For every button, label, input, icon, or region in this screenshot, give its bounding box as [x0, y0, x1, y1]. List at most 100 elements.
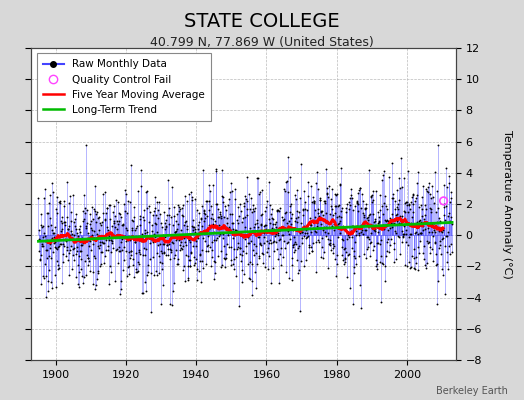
Point: [305, 224, 314, 231]
Point: [218, 262, 226, 268]
Point: [427, 209, 435, 216]
Point: [331, 210, 340, 216]
Point: [342, 205, 351, 211]
Point: [379, 172, 387, 178]
Point: [355, 184, 364, 191]
Point: [318, 244, 326, 251]
Point: [290, 238, 299, 245]
Point: [157, 220, 165, 226]
Point: [294, 243, 303, 249]
Point: [49, 230, 58, 236]
Point: [363, 215, 372, 221]
Point: [411, 229, 420, 236]
Point: [209, 182, 217, 188]
Point: [137, 238, 146, 244]
Point: [168, 302, 176, 308]
Point: [289, 227, 297, 233]
Point: [186, 239, 194, 245]
Point: [136, 213, 144, 220]
Point: [301, 230, 309, 236]
Point: [197, 216, 205, 222]
Point: [265, 216, 274, 222]
Point: [267, 240, 275, 246]
Point: [95, 245, 103, 252]
Point: [36, 280, 45, 287]
Point: [185, 263, 194, 269]
Point: [61, 236, 70, 242]
Point: [234, 220, 242, 226]
Point: [369, 188, 377, 195]
Point: [242, 243, 250, 249]
Point: [93, 270, 102, 277]
Point: [328, 206, 336, 212]
Point: [411, 266, 419, 272]
Point: [35, 248, 43, 255]
Point: [107, 230, 116, 236]
Point: [250, 208, 258, 215]
Point: [368, 225, 376, 232]
Point: [84, 237, 93, 243]
Point: [142, 288, 150, 294]
Point: [104, 227, 113, 233]
Point: [113, 218, 121, 224]
Point: [109, 245, 117, 252]
Point: [430, 169, 439, 175]
Point: [99, 219, 107, 226]
Point: [308, 248, 316, 254]
Point: [439, 235, 447, 241]
Point: [243, 212, 252, 219]
Point: [365, 240, 374, 246]
Point: [155, 199, 163, 205]
Point: [91, 254, 99, 261]
Point: [263, 238, 271, 244]
Point: [186, 262, 194, 269]
Point: [190, 226, 199, 232]
Point: [342, 209, 350, 215]
Point: [359, 198, 367, 204]
Point: [58, 225, 67, 232]
Point: [409, 209, 418, 215]
Point: [129, 234, 138, 240]
Point: [118, 246, 126, 253]
Point: [264, 266, 272, 272]
Point: [422, 264, 430, 271]
Point: [120, 244, 128, 250]
Point: [119, 234, 128, 240]
Point: [429, 193, 437, 200]
Point: [172, 246, 181, 253]
Point: [152, 272, 161, 278]
Point: [412, 218, 421, 225]
Point: [188, 197, 196, 204]
Point: [210, 236, 218, 243]
Point: [283, 240, 291, 246]
Point: [423, 184, 432, 190]
Point: [326, 202, 335, 209]
Point: [117, 214, 126, 221]
Point: [394, 206, 402, 212]
Point: [234, 244, 243, 251]
Point: [400, 209, 409, 215]
Point: [143, 272, 151, 278]
Point: [178, 205, 187, 212]
Point: [93, 276, 101, 283]
Point: [157, 266, 166, 272]
Point: [69, 192, 78, 198]
Point: [200, 206, 209, 213]
Point: [286, 209, 294, 216]
Point: [224, 231, 232, 238]
Point: [350, 269, 358, 276]
Point: [235, 303, 243, 310]
Point: [441, 243, 450, 249]
Point: [376, 259, 385, 266]
Point: [398, 231, 407, 237]
Point: [276, 235, 284, 242]
Point: [279, 254, 287, 260]
Point: [246, 225, 254, 232]
Point: [255, 191, 264, 197]
Point: [382, 252, 390, 259]
Point: [208, 239, 216, 245]
Point: [56, 200, 64, 206]
Point: [239, 234, 247, 240]
Point: [348, 194, 357, 201]
Point: [396, 251, 404, 257]
